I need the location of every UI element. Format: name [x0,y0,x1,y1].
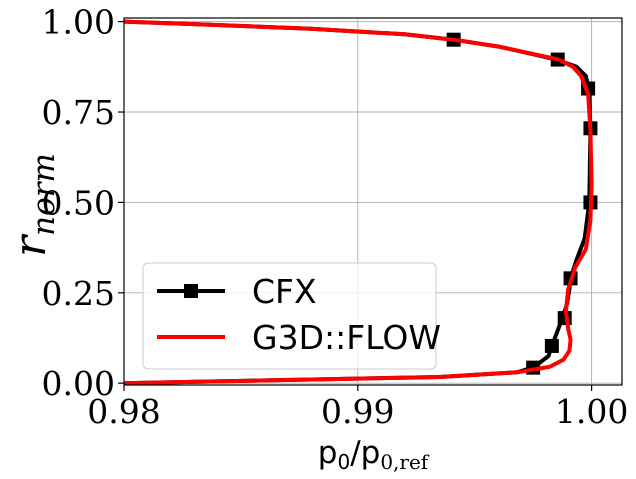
series-line-g3d-flow [124,19,594,385]
series-layer [124,19,598,385]
legend-cfx-marker [184,284,198,298]
axis-ticks: 0.98 0.99 1.00 0.00 0.25 0.50 0.75 1.00 [42,3,629,431]
legend: CFX G3D::FLOW [142,262,441,370]
legend-cfx-label: CFX [252,272,317,311]
y-tick-label: 1.00 [42,3,115,42]
x-tick-label: 0.99 [321,392,394,431]
x-tick-label: 1.00 [555,392,628,431]
x-axis-label: p0/p0,ref [318,435,430,474]
y-axis-label: rnorm [5,153,62,257]
legend-g3dflow-label: G3D::FLOW [252,318,441,357]
y-tick-label: 0.25 [42,274,115,313]
axes-frame [123,17,623,386]
y-tick-label: 0.50 [42,183,115,222]
y-tick-label: 0.75 [42,93,115,132]
data-point-marker [544,338,559,353]
y-tick-label: 0.00 [42,364,115,403]
plot-area [124,19,598,385]
x-tick-label: 0.98 [87,392,160,431]
